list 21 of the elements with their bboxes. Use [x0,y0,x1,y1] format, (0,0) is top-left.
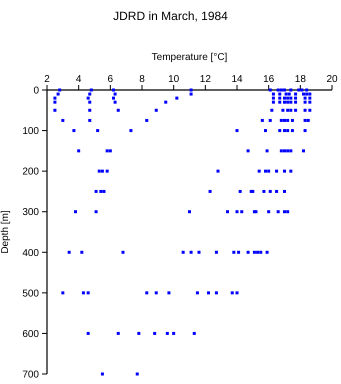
x-tick-label: 2 [44,74,50,85]
x-axis-title: Temperature [°C] [152,52,228,63]
y-tick-label: 0 [33,86,40,96]
x-tick-label: 10 [168,74,180,85]
x-tick-label: 14 [231,74,243,85]
y-tick-label: 600 [22,328,40,340]
y-tick-label: 100 [22,126,40,138]
x-tick-label: 20 [326,74,338,85]
x-tick-label: 4 [76,74,82,85]
x-tick-label: 18 [294,74,306,85]
x-tick-label: 8 [139,74,146,85]
y-tick-label: 400 [22,248,40,259]
y-tick-label: 700 [22,370,40,380]
y-tick-label: 200 [22,166,40,178]
y-axis-title: Depth [m] [0,210,11,254]
x-tick-label: 6 [108,74,114,85]
y-tick-label: 500 [22,288,40,300]
y-tick-label: 300 [22,207,40,218]
x-tick-label: 16 [263,74,275,85]
x-tick-label: 12 [200,74,212,85]
chart-title: JDRD in March, 1984 [113,9,228,23]
